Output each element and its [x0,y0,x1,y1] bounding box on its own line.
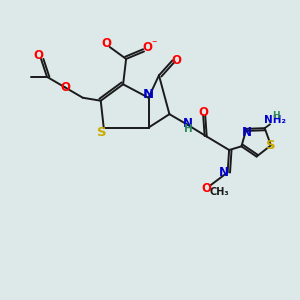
Text: H: H [184,124,193,134]
Text: O: O [60,81,70,94]
Text: O: O [199,106,209,118]
Text: N: N [143,88,154,101]
Text: S: S [266,139,276,152]
Text: CH₃: CH₃ [209,188,229,197]
Text: O: O [201,182,211,195]
Text: H: H [272,110,279,119]
Text: NH₂: NH₂ [264,116,286,125]
Text: N: N [242,126,251,139]
Text: S: S [97,127,106,140]
Text: O: O [171,54,181,67]
Text: N: N [183,117,193,130]
Text: N: N [219,167,229,179]
Text: O: O [142,41,152,54]
Text: O: O [101,38,111,50]
Text: O: O [34,49,44,62]
Text: ⁻: ⁻ [151,39,156,49]
